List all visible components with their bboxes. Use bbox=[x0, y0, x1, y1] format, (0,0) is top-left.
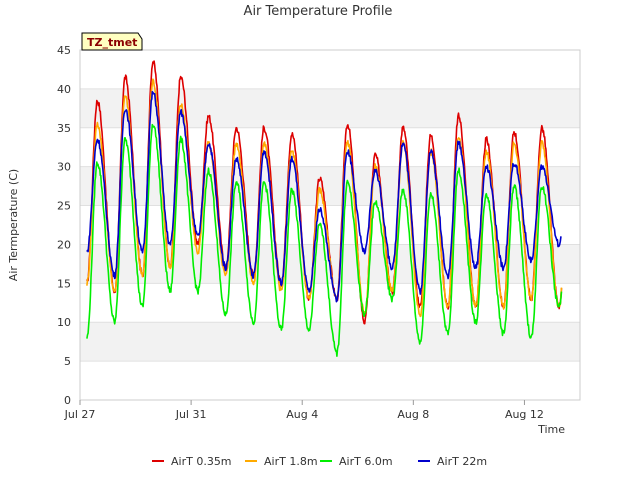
badge-label: TZ_tmet bbox=[87, 36, 137, 49]
badge-box bbox=[81, 32, 143, 51]
series-lines bbox=[86, 60, 563, 358]
x-tick-label: Aug 8 bbox=[397, 408, 429, 421]
y-axis-title: Air Termperature (C) bbox=[7, 169, 20, 281]
series-line-airt-22m bbox=[86, 90, 562, 303]
plot-band bbox=[80, 88, 580, 128]
y-tick-label: 30 bbox=[57, 161, 71, 174]
chart-title: Air Temperature Profile bbox=[244, 4, 393, 19]
y-tick-label: 25 bbox=[57, 200, 71, 213]
x-tick-label: Jul 31 bbox=[175, 408, 207, 421]
y-axis-ticks: 0 5 10 15 20 25 30 35 40 45 bbox=[57, 44, 71, 407]
y-tick-label: 15 bbox=[57, 277, 71, 290]
plot-frame bbox=[79, 49, 581, 401]
legend-label: AirT 0.35m bbox=[171, 455, 232, 468]
x-axis-title: Time bbox=[537, 423, 565, 436]
y-tick-label: 45 bbox=[57, 44, 71, 57]
x-axis-ticks: Jul 27 Jul 31 Aug 4 Aug 8 Aug 12 bbox=[64, 400, 544, 421]
x-tick-label: Jul 27 bbox=[64, 408, 96, 421]
y-tick-label: 40 bbox=[57, 83, 71, 96]
y-tick-label: 0 bbox=[64, 394, 71, 407]
plot-band bbox=[80, 322, 580, 362]
legend-label: AirT 6.0m bbox=[339, 455, 393, 468]
legend-label: AirT 1.8m bbox=[264, 455, 318, 468]
x-tick-label: Aug 12 bbox=[505, 408, 544, 421]
plot-band bbox=[80, 166, 580, 206]
y-tick-label: 5 bbox=[64, 355, 71, 368]
legend: AirT 0.35m AirT 1.8m AirT 6.0m AirT 22m bbox=[152, 455, 487, 468]
legend-label: AirT 22m bbox=[437, 455, 487, 468]
y-tick-label: 20 bbox=[57, 238, 71, 251]
y-tick-label: 35 bbox=[57, 122, 71, 135]
x-tick-label: Aug 4 bbox=[286, 408, 318, 421]
tz-badge: TZ_tmet bbox=[81, 32, 143, 51]
y-tick-label: 10 bbox=[57, 316, 71, 329]
series-line-airt-6-0m bbox=[86, 123, 563, 358]
